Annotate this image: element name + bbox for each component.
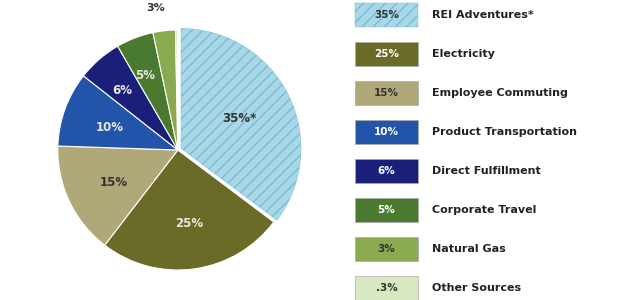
FancyBboxPatch shape xyxy=(355,159,418,183)
FancyBboxPatch shape xyxy=(355,81,418,105)
Text: 10%: 10% xyxy=(95,121,123,134)
Text: 3%: 3% xyxy=(378,244,395,254)
Text: 6%: 6% xyxy=(112,84,132,97)
Wedge shape xyxy=(153,30,178,150)
Text: 35%*: 35%* xyxy=(223,112,257,125)
Text: 35%: 35% xyxy=(374,10,399,20)
Text: Employee Commuting: Employee Commuting xyxy=(432,88,568,98)
Text: 25%: 25% xyxy=(374,49,399,59)
Text: Product Transportation: Product Transportation xyxy=(432,127,577,137)
FancyBboxPatch shape xyxy=(355,3,418,27)
FancyBboxPatch shape xyxy=(355,237,418,261)
FancyBboxPatch shape xyxy=(355,198,418,222)
FancyBboxPatch shape xyxy=(355,276,418,300)
Text: Natural Gas: Natural Gas xyxy=(432,244,506,254)
Text: 5%: 5% xyxy=(378,205,395,215)
Wedge shape xyxy=(175,30,178,150)
Text: 10%: 10% xyxy=(374,127,399,137)
Text: .3%: .3% xyxy=(375,283,398,293)
Text: 15%: 15% xyxy=(100,176,128,189)
FancyBboxPatch shape xyxy=(355,120,418,144)
Wedge shape xyxy=(58,76,178,150)
Wedge shape xyxy=(117,33,178,150)
Text: Corporate Travel: Corporate Travel xyxy=(432,205,537,215)
Text: 25%: 25% xyxy=(175,217,203,230)
Text: 6%: 6% xyxy=(378,166,395,176)
Wedge shape xyxy=(58,146,178,245)
Wedge shape xyxy=(181,28,301,220)
Text: 3%: 3% xyxy=(146,3,164,13)
Text: Electricity: Electricity xyxy=(432,49,495,59)
Text: Other Sources: Other Sources xyxy=(432,283,521,293)
Text: REI Adventures*: REI Adventures* xyxy=(432,10,534,20)
Wedge shape xyxy=(83,46,178,150)
Text: 15%: 15% xyxy=(374,88,399,98)
Wedge shape xyxy=(105,150,274,270)
FancyBboxPatch shape xyxy=(355,42,418,66)
Text: 5%: 5% xyxy=(135,69,156,82)
Text: Direct Fulfillment: Direct Fulfillment xyxy=(432,166,541,176)
